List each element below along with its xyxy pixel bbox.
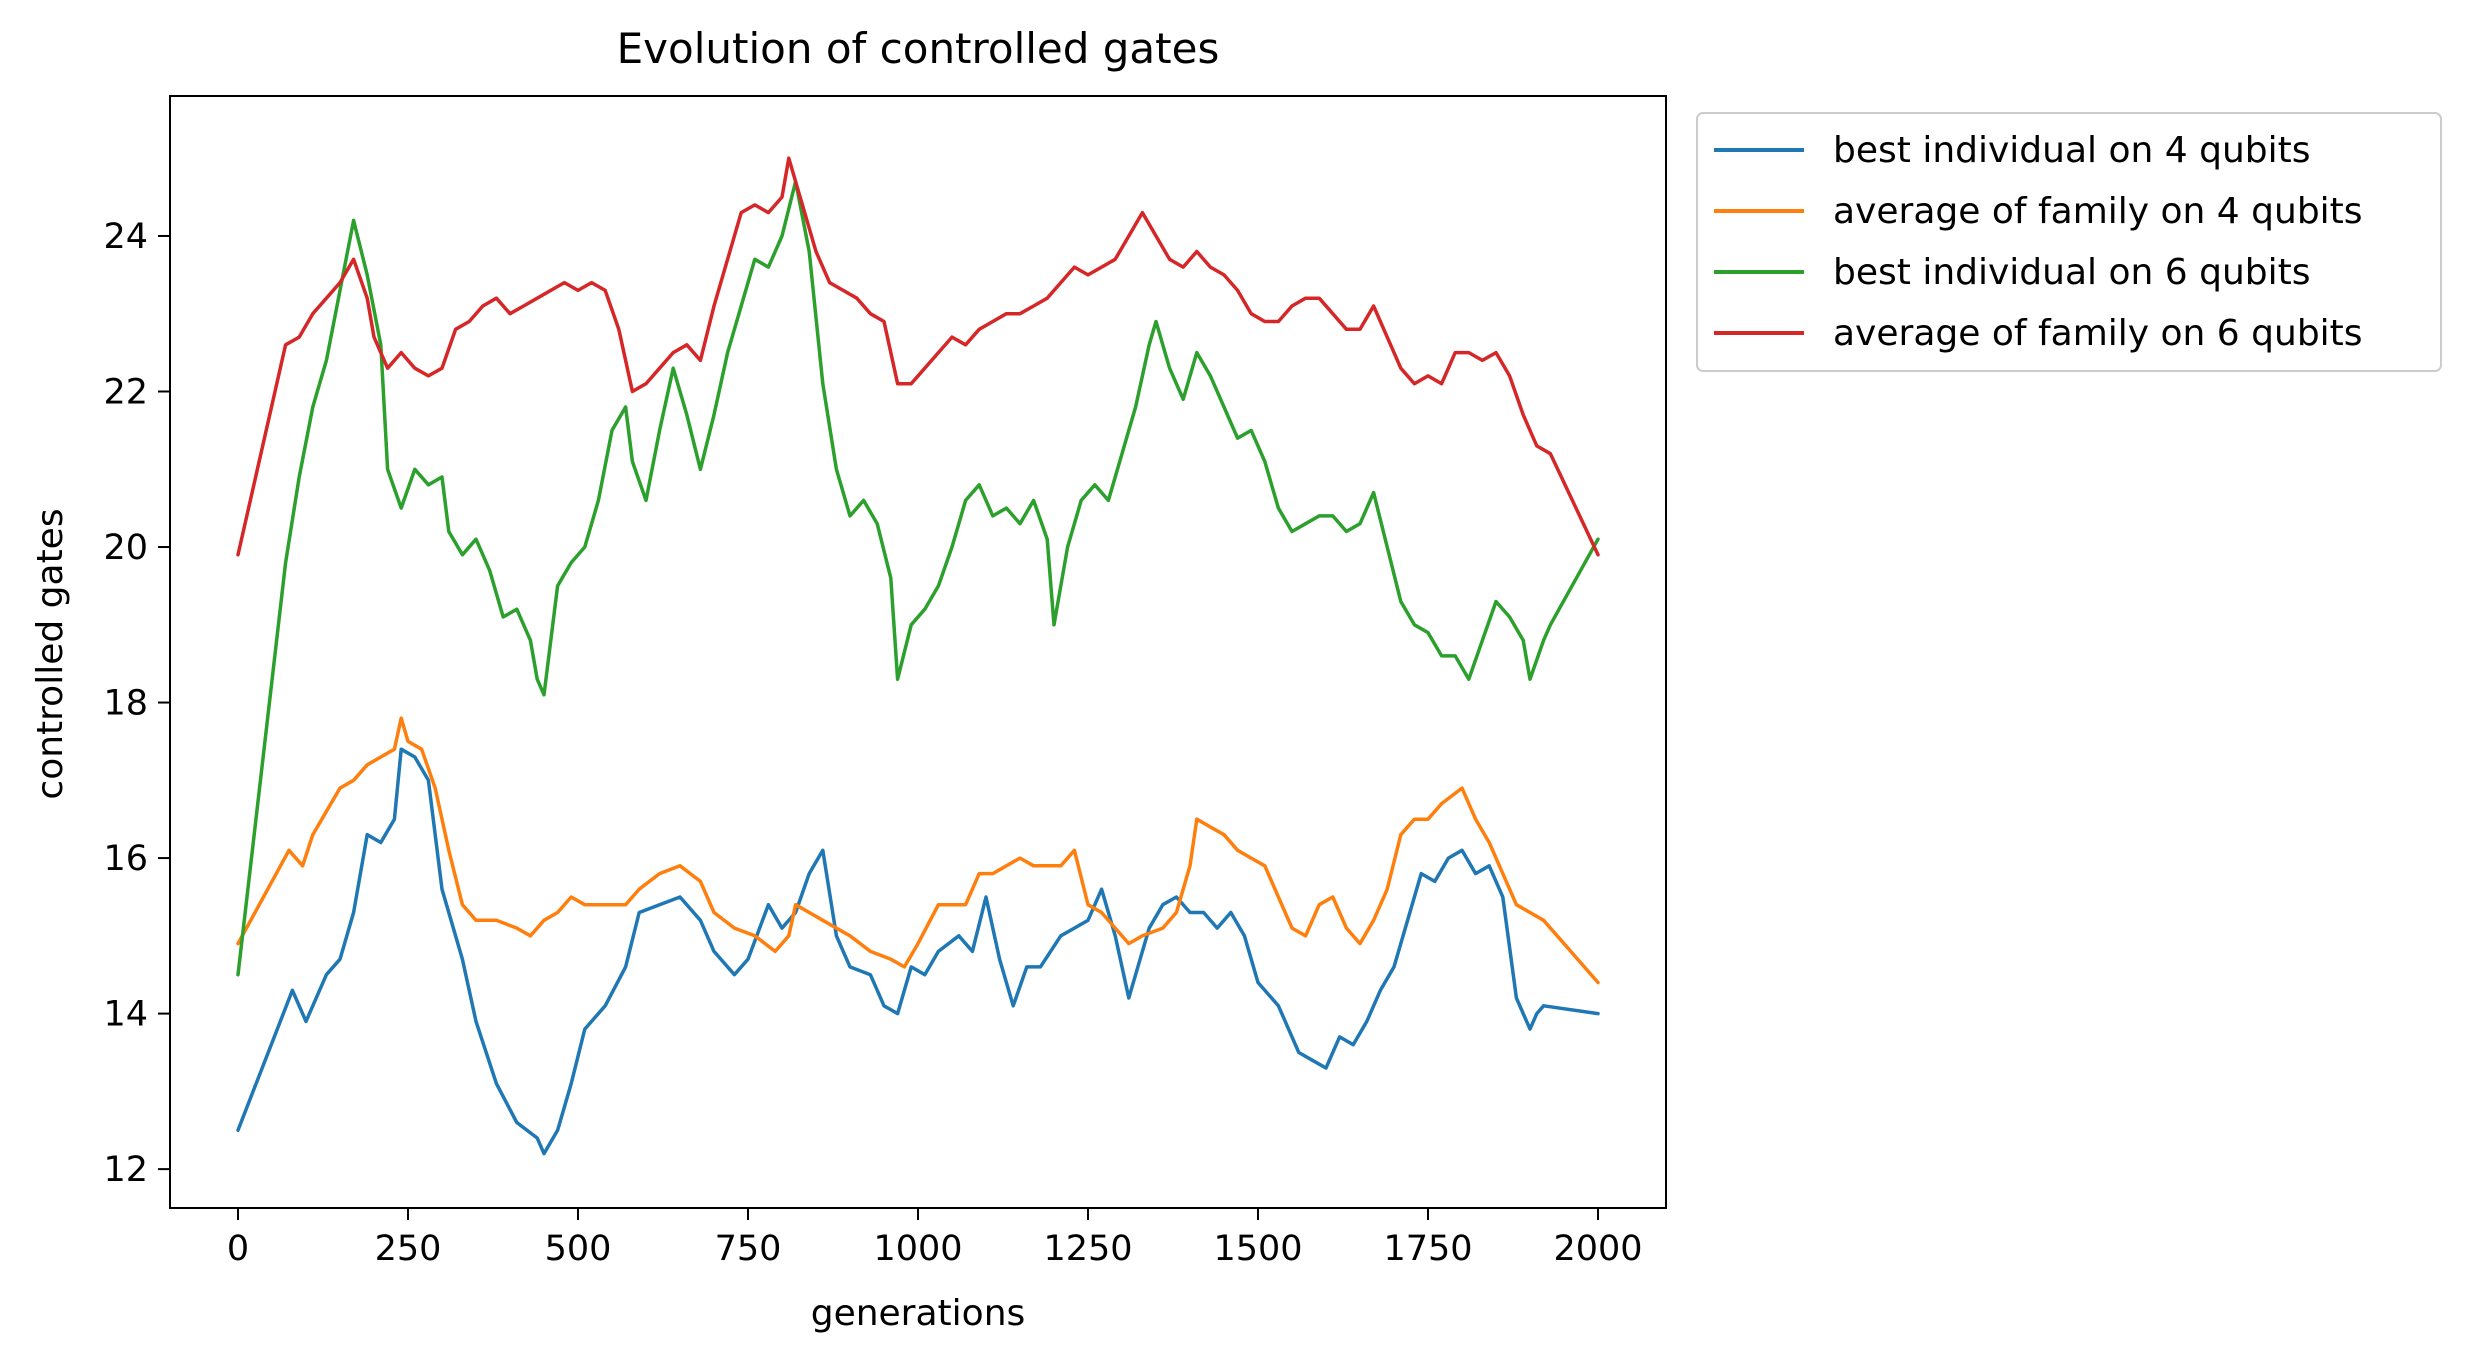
x-tick-label: 1000 [873,1229,962,1269]
y-tick-label: 12 [103,1150,148,1190]
y-tick-label: 24 [103,217,148,257]
y-tick-label: 20 [103,528,148,568]
x-tick-label: 250 [375,1229,442,1269]
legend-label: average of family on 6 qubits [1833,313,2363,354]
legend-label: best individual on 6 qubits [1833,252,2311,293]
x-tick-label: 0 [227,1229,249,1269]
legend-label: average of family on 4 qubits [1833,191,2363,232]
y-ticks: 12 14 16 18 20 22 24 [103,217,170,1190]
chart-title: Evolution of controlled gates [617,24,1220,73]
y-axis-label: controlled gates [30,508,71,799]
x-tick-label: 1500 [1213,1229,1302,1269]
y-tick-label: 14 [103,995,148,1035]
series-line-3 [236,179,1600,977]
y-tick-label: 18 [103,684,148,724]
x-tick-label: 2000 [1553,1229,1642,1269]
x-tick-label: 500 [545,1229,612,1269]
series-line-4 [236,156,1600,557]
x-tick-label: 750 [715,1229,782,1269]
series-line-2 [236,716,1600,985]
y-tick-label: 16 [103,839,148,879]
x-tick-label: 1750 [1383,1229,1472,1269]
x-ticks: 0 250 500 750 1000 1250 1500 1750 2000 [227,1208,1643,1269]
legend-box [1696,112,2442,372]
legend-label: best individual on 4 qubits [1833,130,2311,171]
y-tick-label: 22 [103,372,148,412]
legend: best individual on 4 qubits average of fa… [1696,112,2442,372]
x-axis-label: generations [811,1293,1026,1334]
series-line-1 [236,747,1600,1156]
series-group [236,156,1600,1156]
x-tick-label: 1250 [1043,1229,1132,1269]
